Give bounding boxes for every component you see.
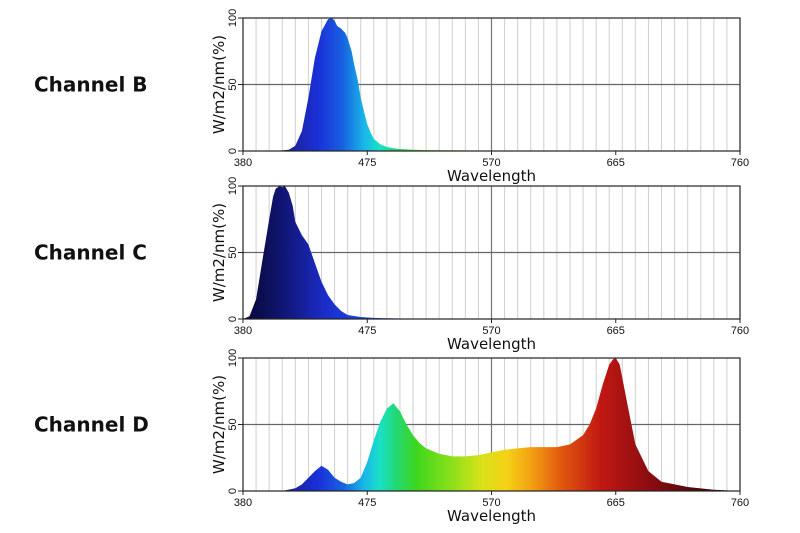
x-tick-label: 380 <box>234 157 252 169</box>
y-tick-label: 0 <box>227 316 239 322</box>
y-tick-label: 100 <box>227 9 239 27</box>
spectrum-area <box>243 186 740 319</box>
x-tick-label: 475 <box>358 325 376 337</box>
x-tick-label: 665 <box>607 325 625 337</box>
x-tick-label: 760 <box>731 325 749 337</box>
x-tick-label: 380 <box>234 497 252 509</box>
y-tick-label: 50 <box>227 418 239 430</box>
x-tick-label: 760 <box>731 497 749 509</box>
x-axis-title: Wavelength <box>447 507 536 525</box>
x-tick-label: 760 <box>731 157 749 169</box>
y-tick-label: 100 <box>227 349 239 367</box>
chart-panel-1: Channel B 0 50 100 W/m2/nm(%) 380 475 570 665 760… <box>34 9 749 185</box>
spectrum-area <box>243 18 740 151</box>
x-tick-label: 475 <box>358 157 376 169</box>
x-tick-label: 570 <box>482 157 500 169</box>
y-tick-label: 50 <box>227 78 239 90</box>
chart-panel-2: Channel C 0 50 100 W/m2/nm(%) 380 475 570 665 760… <box>34 177 749 353</box>
y-axis-title: W/m2/nm(%) <box>210 375 228 474</box>
x-tick-label: 665 <box>607 497 625 509</box>
x-axis-title: Wavelength <box>447 335 536 353</box>
channel-label: Channel C <box>34 241 147 265</box>
y-tick-label: 100 <box>227 177 239 195</box>
y-axis-title: W/m2/nm(%) <box>210 35 228 134</box>
y-tick-label: 0 <box>227 488 239 494</box>
spectrum-area <box>243 358 740 491</box>
y-axis-title: W/m2/nm(%) <box>210 203 228 302</box>
channel-label: Channel D <box>34 413 149 437</box>
y-tick-label: 50 <box>227 246 239 258</box>
x-tick-label: 665 <box>607 157 625 169</box>
x-axis-title: Wavelength <box>447 167 536 185</box>
chart-panel-3: Channel D 0 50 100 W/m2/nm(%) 380 475 570 665 760… <box>34 349 749 525</box>
x-tick-label: 380 <box>234 325 252 337</box>
x-tick-label: 475 <box>358 497 376 509</box>
x-tick-label: 570 <box>482 325 500 337</box>
channel-label: Channel B <box>34 73 148 97</box>
x-tick-label: 570 <box>482 497 500 509</box>
y-tick-label: 0 <box>227 148 239 154</box>
